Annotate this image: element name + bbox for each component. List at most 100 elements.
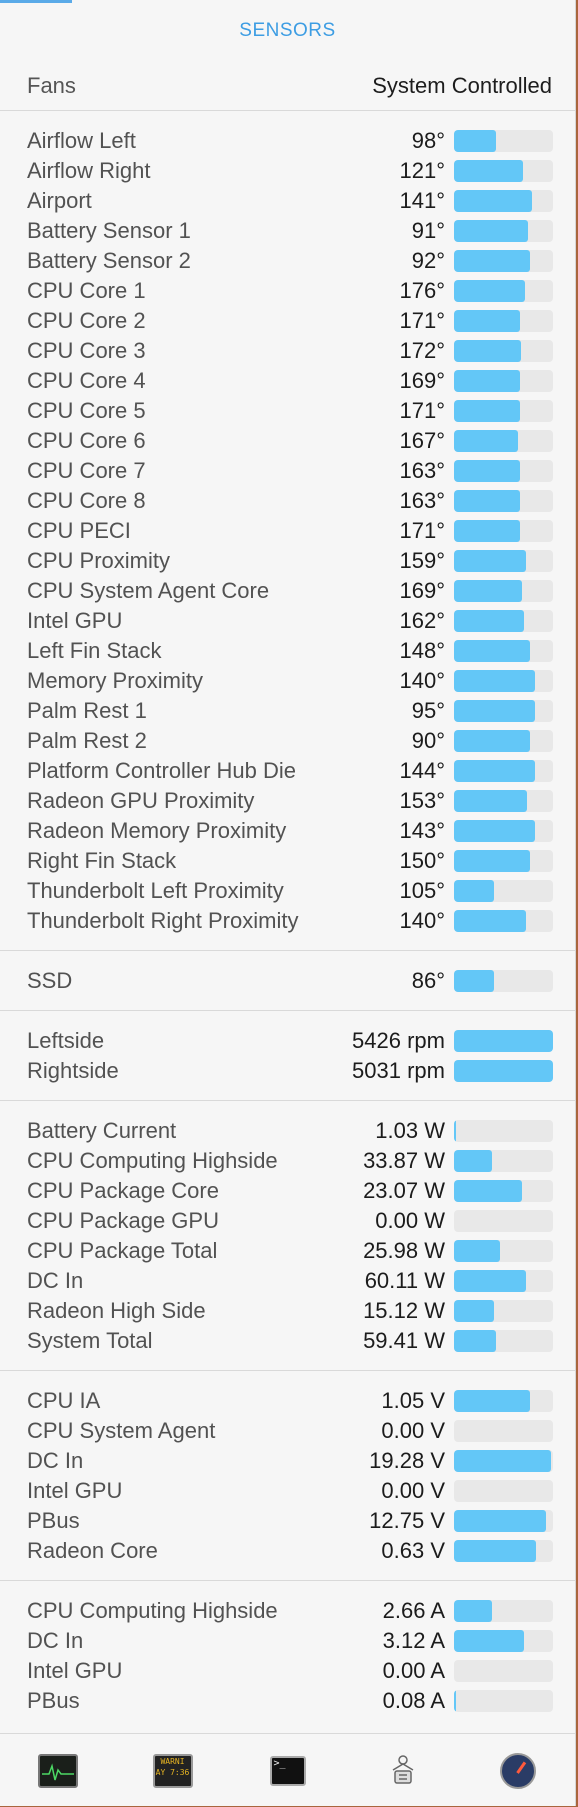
sensor-value: 23.07 W (363, 1178, 445, 1203)
disk-utility-button[interactable] (498, 1752, 538, 1789)
sensor-row[interactable]: Airflow Left 98° (0, 126, 575, 156)
sensor-row[interactable]: Radeon GPU Proximity 153° (0, 786, 575, 816)
sensor-level-fill (454, 670, 536, 692)
sensor-row[interactable]: CPU Core 7 163° (0, 456, 575, 486)
sensor-value: 143° (399, 818, 445, 843)
sensor-name: Radeon High Side (27, 1298, 206, 1323)
console-button[interactable]: WARNI AY 7:36 (152, 1753, 193, 1789)
sensor-row[interactable]: DC In 3.12 A (0, 1626, 575, 1656)
sensor-row[interactable]: CPU Package GPU 0.00 W (0, 1206, 575, 1236)
sensor-row[interactable]: Palm Rest 2 90° (0, 726, 575, 756)
sensor-value: 140° (399, 668, 445, 693)
sensor-value: 169° (399, 368, 445, 393)
sensor-value: 92° (411, 248, 445, 273)
panel-title: SENSORS (239, 20, 336, 41)
sensor-row[interactable]: CPU Package Total 25.98 W (0, 1236, 575, 1266)
sensor-row[interactable]: CPU Core 2 171° (0, 306, 575, 336)
sensor-level-fill (454, 580, 523, 602)
sensor-row[interactable]: PBus 12.75 V (0, 1506, 575, 1536)
sensor-row[interactable]: CPU Core 5 171° (0, 396, 575, 426)
sensor-row[interactable]: Left Fin Stack 148° (0, 636, 575, 666)
sensor-row[interactable]: Airport 141° (0, 186, 575, 216)
sensor-row[interactable]: CPU Proximity 159° (0, 546, 575, 576)
sensor-row[interactable]: Leftside 5426 rpm (0, 1026, 575, 1056)
sensor-row[interactable]: Intel GPU 0.00 V (0, 1476, 575, 1506)
sensor-row[interactable]: Intel GPU 0.00 A (0, 1656, 575, 1686)
sensor-level-fill (454, 880, 494, 902)
sensor-level-bar (454, 1480, 553, 1502)
sensor-level-bar (454, 220, 553, 242)
sensor-row[interactable]: CPU System Agent Core 169° (0, 576, 575, 606)
sensor-row[interactable]: CPU Core 1 176° (0, 276, 575, 306)
sensor-row[interactable]: Rightside 5031 rpm (0, 1056, 575, 1086)
fans-mode-value[interactable]: System Controlled (372, 73, 552, 98)
activity-monitor-button[interactable] (37, 1753, 78, 1789)
sensor-level-bar (454, 1660, 553, 1682)
sensor-value: 59.41 W (363, 1328, 445, 1353)
sensor-row[interactable]: Battery Current 1.03 W (0, 1116, 575, 1146)
sensor-name: CPU System Agent (27, 1418, 216, 1443)
sensor-level-fill (454, 700, 536, 722)
terminal-button[interactable]: >_ (268, 1753, 308, 1789)
sensor-row[interactable]: CPU IA 1.05 V (0, 1386, 575, 1416)
sensor-value: 140° (399, 908, 445, 933)
sensor-value: 5031 rpm (352, 1058, 445, 1083)
sensor-row[interactable]: CPU PECI 171° (0, 516, 575, 546)
sensor-row[interactable]: CPU Core 4 169° (0, 366, 575, 396)
sensor-row[interactable]: Right Fin Stack 150° (0, 846, 575, 876)
sensor-level-bar (454, 310, 553, 332)
panel-header: SENSORS (0, 0, 575, 62)
system-information-button[interactable] (383, 1753, 423, 1789)
sensor-value: 86° (411, 968, 445, 993)
sensor-level-fill (454, 1150, 492, 1172)
sensor-level-fill (454, 130, 496, 152)
sensor-level-bar (454, 670, 553, 692)
sensor-level-fill (454, 1330, 496, 1352)
sensor-row[interactable]: DC In 19.28 V (0, 1446, 575, 1476)
sensor-row[interactable]: Intel GPU 162° (0, 606, 575, 636)
sensor-row[interactable]: CPU Computing Highside 33.87 W (0, 1146, 575, 1176)
sensor-value: 0.63 V (381, 1538, 445, 1563)
sensor-row[interactable]: Airflow Right 121° (0, 156, 575, 186)
sensor-row[interactable]: Radeon Core 0.63 V (0, 1536, 575, 1566)
sensor-level-bar (454, 1210, 553, 1232)
sensor-level-fill (454, 190, 533, 212)
sensor-row[interactable]: Radeon Memory Proximity 143° (0, 816, 575, 846)
sensor-level-fill (454, 1060, 553, 1082)
sensor-level-fill (454, 1030, 553, 1052)
sensor-row[interactable]: PBus 0.08 A (0, 1686, 575, 1716)
sensor-value: 0.00 A (382, 1658, 445, 1683)
sensor-level-bar (454, 970, 553, 992)
sensor-name: Intel GPU (27, 608, 123, 633)
sensor-row[interactable]: Battery Sensor 1 91° (0, 216, 575, 246)
sensor-name: CPU Core 5 (27, 398, 146, 423)
sensor-value: 15.12 W (363, 1298, 445, 1323)
sensor-row[interactable]: Thunderbolt Right Proximity 140° (0, 906, 575, 936)
sensor-row[interactable]: Thunderbolt Left Proximity 105° (0, 876, 575, 906)
sensor-row[interactable]: CPU System Agent 0.00 V (0, 1416, 575, 1446)
sensor-value: 167° (399, 428, 445, 453)
sensor-row[interactable]: Platform Controller Hub Die 144° (0, 756, 575, 786)
app-launcher-toolbar: WARNI AY 7:36 >_ (0, 1733, 575, 1807)
sensor-name: CPU Core 3 (27, 338, 146, 363)
sensor-level-fill (454, 910, 527, 932)
sensor-row[interactable]: Radeon High Side 15.12 W (0, 1296, 575, 1326)
fans-mode-row[interactable]: Fans System Controlled (0, 62, 575, 110)
sensor-row[interactable]: SSD 86° (0, 966, 575, 996)
sensor-row[interactable]: Memory Proximity 140° (0, 666, 575, 696)
sensor-row[interactable]: DC In 60.11 W (0, 1266, 575, 1296)
sensor-level-bar (454, 730, 553, 752)
sensor-row[interactable]: System Total 59.41 W (0, 1326, 575, 1356)
section-voltage: CPU IA 1.05 V CPU System Agent 0.00 V DC In 1… (0, 1370, 575, 1580)
sensor-row[interactable]: Palm Rest 1 95° (0, 696, 575, 726)
sensor-level-fill (454, 400, 521, 422)
sensor-row[interactable]: CPU Computing Highside 2.66 A (0, 1596, 575, 1626)
activity-monitor-icon (37, 1753, 78, 1788)
sensor-row[interactable]: Battery Sensor 2 92° (0, 246, 575, 276)
sensor-row[interactable]: CPU Core 6 167° (0, 426, 575, 456)
sensor-row[interactable]: CPU Core 8 163° (0, 486, 575, 516)
sensor-level-bar (454, 1240, 553, 1262)
sensor-row[interactable]: CPU Package Core 23.07 W (0, 1176, 575, 1206)
sensor-row[interactable]: CPU Core 3 172° (0, 336, 575, 366)
sensor-level-bar (454, 490, 553, 512)
